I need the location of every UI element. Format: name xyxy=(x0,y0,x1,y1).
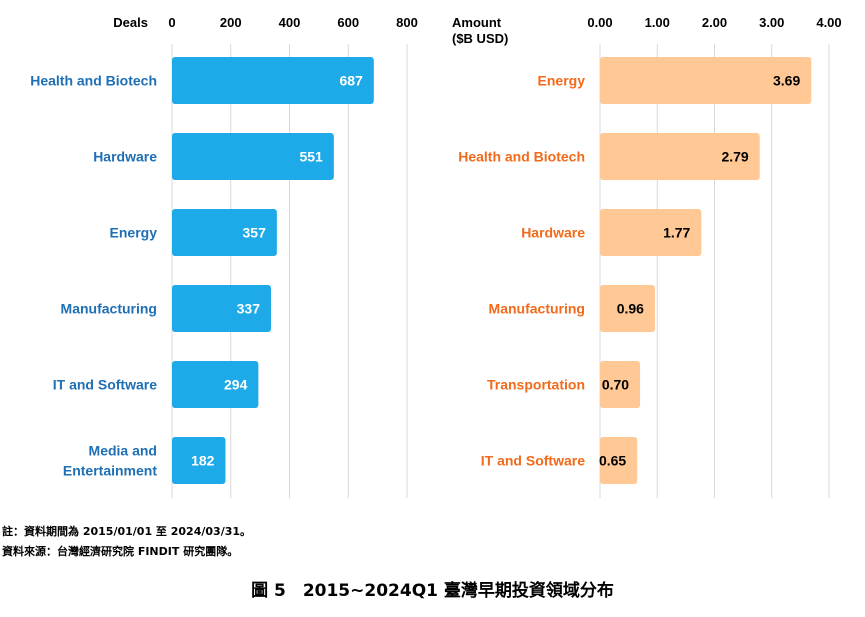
figure-caption: 圖 5 2015~2024Q1 臺灣早期投資領域分布 xyxy=(251,581,614,601)
deals-tick-label: 600 xyxy=(337,15,359,30)
deals-bar xyxy=(172,133,334,180)
amount-category-label: Energy xyxy=(538,73,586,89)
amount-value-label: 0.65 xyxy=(599,453,626,469)
deals-bar xyxy=(172,437,226,484)
deals-bar xyxy=(172,285,271,332)
deals-category-label: Entertainment xyxy=(63,463,157,479)
deals-category-label: Media and xyxy=(89,443,157,459)
amount-value-label: 2.79 xyxy=(721,149,748,165)
deals-tick-label: 0 xyxy=(168,15,175,30)
deals-value-label: 182 xyxy=(191,453,215,469)
deals-tick-label: 800 xyxy=(396,15,418,30)
amount-tick-label: 1.00 xyxy=(645,15,670,30)
deals-value-label: 551 xyxy=(299,149,323,165)
amount-bar xyxy=(600,57,812,104)
amount-category-label: Health and Biotech xyxy=(458,149,585,165)
amount-bar xyxy=(600,133,760,180)
deals-category-label: Health and Biotech xyxy=(30,73,157,89)
note-period: 註：資料期間為 2015/01/01 至 2024/03/31。 xyxy=(2,525,252,538)
chart-canvas: 0 200 400 600 800 Deals 687 Health and Biotech 5… xyxy=(30,15,842,498)
deals-category-label: IT and Software xyxy=(53,377,157,393)
deals-category-label: Hardware xyxy=(93,149,157,165)
amount-value-label: 1.77 xyxy=(663,225,690,241)
amount-value-label: 0.70 xyxy=(602,377,629,393)
amount-axis-title: Amount xyxy=(452,15,502,30)
deals-value-label: 337 xyxy=(237,301,261,317)
deals-tick-label: 200 xyxy=(220,15,242,30)
deals-bar xyxy=(172,209,277,256)
deals-tick-label: 400 xyxy=(279,15,301,30)
deals-bar xyxy=(172,361,259,408)
deals-value-label: 357 xyxy=(243,225,267,241)
amount-tick-label: 4.00 xyxy=(816,15,841,30)
amount-bar xyxy=(600,285,655,332)
amount-value-label: 3.69 xyxy=(773,73,800,89)
amount-tick-label: 3.00 xyxy=(759,15,784,30)
deals-value-label: 294 xyxy=(224,377,248,393)
deals-axis-title: Deals xyxy=(113,15,148,30)
amount-category-label: IT and Software xyxy=(481,453,585,469)
deals-value-label: 687 xyxy=(339,73,363,89)
amount-bar xyxy=(600,437,638,484)
amount-tick-label: 0.00 xyxy=(587,15,612,30)
amount-category-label: Hardware xyxy=(521,225,585,241)
deals-category-label: Energy xyxy=(110,225,158,241)
deals-category-label: Manufacturing xyxy=(61,301,157,317)
amount-category-label: Transportation xyxy=(487,377,585,393)
amount-category-label: Manufacturing xyxy=(489,301,585,317)
amount-bar xyxy=(600,361,641,408)
note-source: 資料來源：台灣經濟研究院 FINDIT 研究團隊。 xyxy=(2,545,239,558)
amount-value-label: 0.96 xyxy=(617,301,644,317)
amount-tick-label: 2.00 xyxy=(702,15,727,30)
amount-axis-title: ($B USD) xyxy=(452,31,508,46)
amount-bar xyxy=(600,209,702,256)
deals-bar xyxy=(172,57,374,104)
